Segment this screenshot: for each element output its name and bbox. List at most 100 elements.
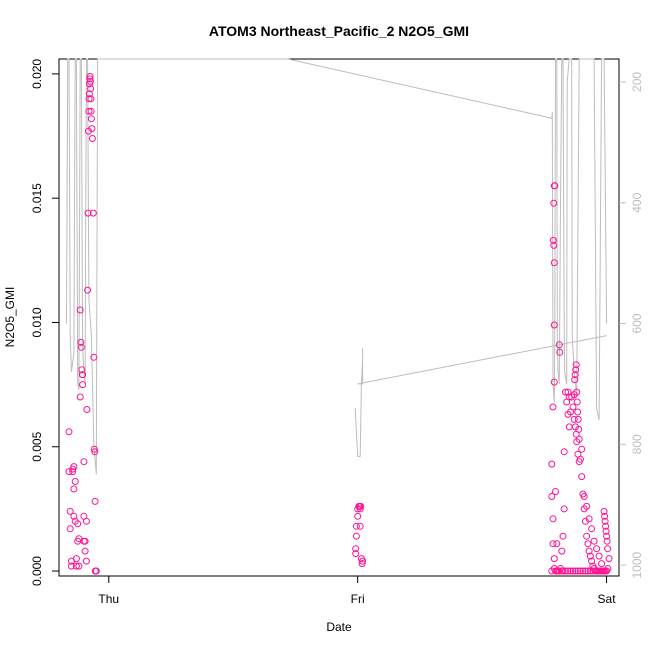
data-point (89, 209, 97, 217)
data-point (90, 353, 98, 361)
data-point (83, 406, 91, 413)
y-tick-label: 0.000 (30, 556, 44, 586)
data-point (586, 552, 594, 560)
data-point (562, 567, 569, 575)
data-point (88, 135, 96, 142)
data-point (86, 72, 94, 80)
data-point (573, 388, 581, 396)
data-point (593, 545, 601, 553)
data-point (598, 560, 606, 568)
data-point (585, 515, 593, 523)
data-point (578, 445, 586, 453)
data-point (70, 485, 78, 493)
data-point (564, 388, 572, 396)
data-point (549, 515, 557, 523)
pressure-lines (66, 58, 608, 475)
data-point (86, 77, 94, 85)
data-point (560, 448, 568, 456)
data-point (588, 557, 596, 565)
data-point (74, 520, 82, 528)
data-point (572, 361, 580, 369)
data-point (76, 306, 84, 314)
data-point (581, 567, 589, 575)
x-tick-label: Fri (351, 592, 365, 606)
data-point (583, 502, 591, 510)
data-point (589, 567, 597, 575)
data-point (352, 532, 360, 540)
data-point (572, 366, 580, 374)
data-point (90, 445, 98, 453)
data-point (569, 403, 577, 411)
data-point (87, 115, 95, 123)
x-axis-label: Date (326, 620, 352, 634)
data-point (552, 488, 559, 495)
plot-area-frame (58, 58, 620, 577)
data-point (584, 540, 592, 548)
data-point (92, 567, 100, 575)
data-point (565, 423, 573, 431)
data-point (574, 567, 582, 575)
data-point (549, 403, 557, 411)
data-point (576, 567, 584, 575)
data-point (584, 567, 592, 575)
data-point (588, 525, 596, 533)
data-point (66, 525, 74, 533)
y2-tick-label: 600 (630, 313, 644, 333)
data-point (81, 537, 89, 545)
data-point (77, 338, 85, 346)
data-points (65, 72, 613, 575)
data-point (603, 532, 611, 540)
data-point (69, 468, 77, 476)
y2-tick-label: 400 (630, 192, 644, 212)
data-point (72, 562, 80, 570)
data-point (82, 557, 90, 565)
data-point (84, 286, 92, 294)
y-axis: 0.000 0.005 0.010 0.015 0.020 (30, 59, 59, 586)
pressure-line (66, 58, 608, 475)
data-point (595, 552, 603, 560)
data-point (574, 415, 582, 423)
y2-tick-label: 200 (630, 72, 644, 92)
data-point (71, 478, 79, 485)
data-point (602, 527, 610, 535)
data-point (571, 371, 579, 379)
data-point (605, 555, 613, 563)
y2-tick-label: 800 (630, 434, 644, 454)
data-point (553, 540, 561, 548)
data-point (550, 241, 558, 249)
data-point (84, 209, 92, 217)
data-point (555, 341, 563, 349)
data-point (575, 435, 583, 443)
data-point (356, 522, 364, 530)
data-point (354, 512, 362, 520)
data-point (358, 560, 366, 568)
data-point (575, 425, 583, 433)
data-point (551, 182, 559, 190)
data-point (82, 517, 90, 525)
data-point (79, 371, 87, 379)
data-point (550, 555, 558, 563)
data-point (352, 550, 360, 558)
y-axis-label: N2O5_GMI (3, 287, 17, 348)
data-point (604, 545, 612, 553)
data-point (578, 473, 586, 481)
data-point (603, 537, 611, 545)
data-point (85, 107, 93, 115)
data-point (604, 565, 612, 572)
data-point (91, 448, 99, 456)
data-point (548, 493, 556, 500)
data-point (585, 547, 593, 555)
data-point (583, 532, 591, 540)
data-point (76, 393, 84, 401)
data-point (85, 90, 93, 98)
data-point (580, 493, 588, 500)
y-tick-label: 0.005 (30, 431, 44, 461)
data-point (359, 557, 367, 565)
data-point (601, 512, 609, 520)
data-point (601, 517, 609, 525)
data-point (79, 381, 87, 389)
data-point (66, 507, 74, 515)
data-point (567, 567, 574, 575)
data-point (574, 408, 582, 416)
data-point (87, 107, 95, 115)
